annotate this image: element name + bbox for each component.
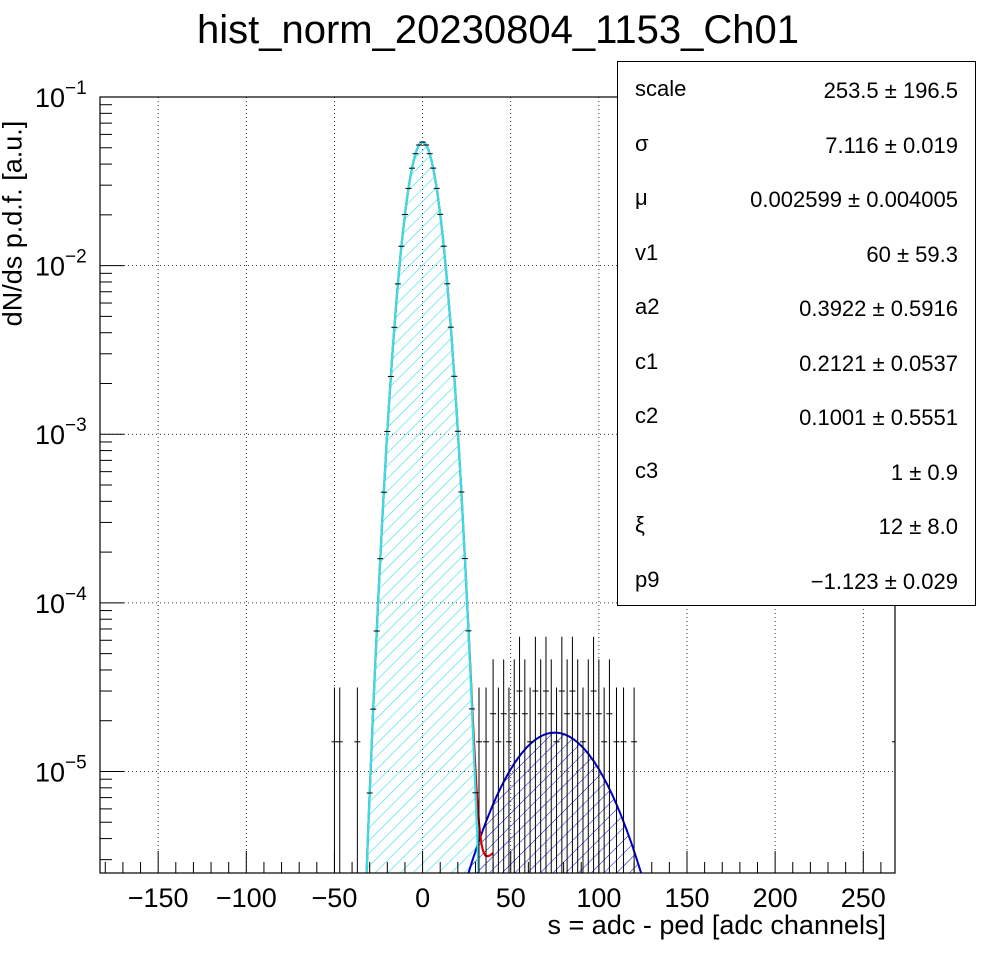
- x-tick-label: 50: [496, 883, 526, 913]
- y-axis-label: dN/ds p.d.f. [a.u.]: [0, 120, 28, 327]
- stats-param-value: 0.2121 ± 0.0537: [799, 350, 958, 376]
- stats-param-name: scale: [635, 76, 687, 101]
- stats-param-value: 60 ± 59.3: [866, 241, 958, 267]
- fit-curves: [352, 140, 661, 873]
- stats-param-name: μ: [635, 185, 648, 210]
- y-tick-label: 10−2: [35, 247, 87, 282]
- x-tick-label: 200: [753, 883, 798, 913]
- y-tick-label: 10−4: [35, 584, 87, 619]
- stats-param-value: 0.1001 ± 0.5551: [799, 405, 958, 430]
- signal-fit-curve: [467, 731, 643, 873]
- stats-param-value: 7.116 ± 0.019: [825, 132, 958, 158]
- x-tick-label: 0: [415, 883, 430, 913]
- x-tick-labels: −150 −100 −50 0 50 100 150 200 250: [128, 883, 886, 913]
- stats-param-value: 1 ± 0.9: [890, 459, 958, 485]
- x-tick-label: −100: [216, 883, 277, 913]
- stats-row: c2 0.1001 ± 0.5551: [618, 389, 975, 443]
- stats-row: c3 1 ± 0.9: [618, 444, 975, 498]
- y-tick-label: 10−3: [35, 415, 87, 450]
- stats-row: ξ 12 ± 8.0: [618, 498, 975, 552]
- stats-param-name: a2: [635, 294, 660, 319]
- x-tick-label: 250: [841, 883, 886, 913]
- x-tick-label: 100: [576, 883, 621, 913]
- axis-ticks: [100, 96, 882, 873]
- pedestal-fill: [352, 142, 494, 873]
- stats-param-name: v1: [635, 239, 659, 265]
- stats-row: a2 0.3922 ± 0.5916: [618, 280, 975, 334]
- stats-param-name: c1: [635, 348, 659, 374]
- stats-param-name: σ: [635, 130, 649, 156]
- stats-row: σ 7.116 ± 0.019: [618, 117, 975, 171]
- chart-title: hist_norm_20230804_1153_Ch01: [197, 8, 799, 52]
- x-tick-label: −50: [312, 883, 358, 913]
- stats-param-name: c3: [635, 457, 659, 483]
- y-tick-label: 10−1: [35, 78, 87, 113]
- x-tick-label: 150: [664, 883, 709, 913]
- stats-param-value: 253.5 ± 196.5: [823, 78, 958, 103]
- stats-param-name: c2: [635, 403, 659, 428]
- stats-row: c1 0.2121 ± 0.0537: [618, 335, 975, 389]
- stats-param-name: ξ: [635, 512, 645, 537]
- stats-row: p9 −1.123 ± 0.029: [618, 553, 975, 607]
- y-tick-labels: 10−5 10−4 10−3 10−2 10−1: [35, 78, 87, 787]
- stats-row: scale 253.5 ± 196.5: [618, 62, 975, 116]
- stats-param-value: −1.123 ± 0.029: [810, 568, 958, 594]
- x-tick-label: −150: [128, 883, 189, 913]
- stats-param-value: 0.3922 ± 0.5916: [799, 296, 958, 321]
- fit-stats-box: scale 253.5 ± 196.5 σ 7.116 ± 0.019 μ 0.00259…: [617, 61, 976, 606]
- x-axis-label: s = adc - ped [adc channels]: [547, 910, 886, 940]
- y-tick-label: 10−5: [35, 752, 87, 787]
- stats-row: μ 0.002599 ± 0.004005: [618, 171, 975, 225]
- stats-row: v1 60 ± 59.3: [618, 226, 975, 280]
- stats-param-value: 0.002599 ± 0.004005: [750, 187, 958, 212]
- stats-param-value: 12 ± 8.0: [878, 514, 958, 539]
- stats-param-name: p9: [635, 566, 660, 592]
- data-points: [331, 141, 895, 873]
